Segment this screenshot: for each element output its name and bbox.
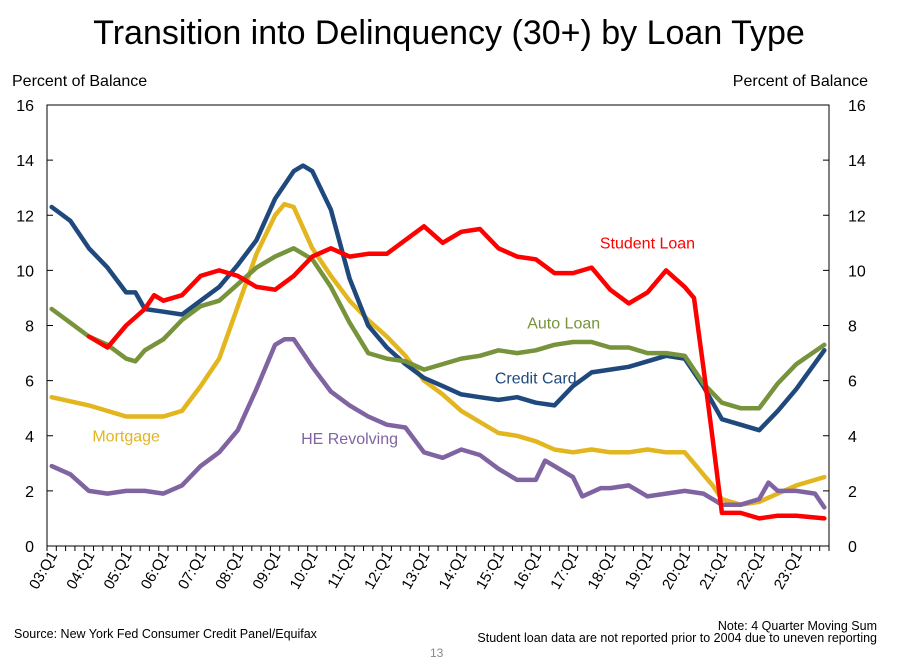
y-tick-label-left: 12 <box>16 208 34 225</box>
x-tick-label: 18:Q1 <box>585 549 620 593</box>
page-number: 13 <box>430 646 444 660</box>
x-tick-label: 04:Q1 <box>63 549 98 593</box>
y-tick-label-left: 4 <box>25 429 34 446</box>
series-line-student-loan <box>86 224 827 521</box>
series-label-student-loan: Student Loan <box>600 235 695 252</box>
y-tick-label-left: 8 <box>25 319 34 336</box>
y-tick-label-right: 0 <box>848 539 857 556</box>
y-tick-label-left: 16 <box>16 98 34 115</box>
x-tick-label: 20:Q1 <box>659 549 694 593</box>
x-tick-label: 09:Q1 <box>249 549 284 593</box>
series-label-auto-loan: Auto Loan <box>527 315 600 332</box>
x-tick-label: 07:Q1 <box>175 549 210 593</box>
plot-frame <box>46 104 830 547</box>
student-loan-note: Student loan data are not reported prior… <box>477 631 877 645</box>
series-line-mortgage <box>49 201 827 507</box>
left-axis-title: Percent of Balance <box>12 73 148 90</box>
series-line-he-revolving <box>49 337 827 510</box>
y-tick-label-right: 2 <box>848 484 857 501</box>
chart-title: Transition into Delinquency (30+) by Loa… <box>93 14 805 52</box>
series-label-mortgage: Mortgage <box>92 428 160 445</box>
x-tick-label: 11:Q1 <box>324 549 359 592</box>
y-tick-label-right: 12 <box>848 208 866 225</box>
series-line-credit-card <box>49 163 827 433</box>
y-tick-label-left: 14 <box>16 153 34 170</box>
x-tick-label: 21:Q1 <box>696 549 731 593</box>
y-tick-label-left: 10 <box>16 263 34 280</box>
x-tick-label: 16:Q1 <box>510 549 545 593</box>
x-tick-label: 06:Q1 <box>138 549 173 593</box>
y-tick-label-left: 2 <box>25 484 34 501</box>
x-tick-label: 05:Q1 <box>100 549 135 593</box>
x-tick-label: 19:Q1 <box>622 549 657 593</box>
x-tick-label: 22:Q1 <box>733 549 768 593</box>
moving-sum-note: Note: 4 Quarter Moving Sum <box>717 619 877 633</box>
y-tick-label-right: 8 <box>848 319 857 336</box>
x-tick-label: 17:Q1 <box>547 549 582 593</box>
right-axis-title: Percent of Balance <box>732 73 868 90</box>
source-note: Source: New York Fed Consumer Credit Pan… <box>14 627 317 641</box>
y-tick-label-right: 6 <box>848 374 857 391</box>
y-tick-label-right: 10 <box>848 263 866 280</box>
y-tick-label-right: 16 <box>848 98 866 115</box>
series-line-auto-loan <box>49 246 827 411</box>
series-label-he-revolving: HE Revolving <box>301 431 398 448</box>
series-label-credit-card: Credit Card <box>495 370 577 387</box>
x-tick-label: 13:Q1 <box>398 549 433 593</box>
x-tick-label: 14:Q1 <box>436 549 471 593</box>
x-tick-label: 23:Q1 <box>771 549 806 593</box>
x-tick-label: 15:Q1 <box>473 549 508 593</box>
y-tick-label-right: 14 <box>848 153 866 170</box>
y-tick-label-right: 4 <box>848 429 857 446</box>
y-tick-label-left: 0 <box>25 539 34 556</box>
y-tick-label-left: 6 <box>25 374 34 391</box>
x-tick-label: 12:Q1 <box>361 549 396 593</box>
x-tick-label: 08:Q1 <box>212 549 247 593</box>
x-tick-label: 10:Q1 <box>287 549 322 593</box>
